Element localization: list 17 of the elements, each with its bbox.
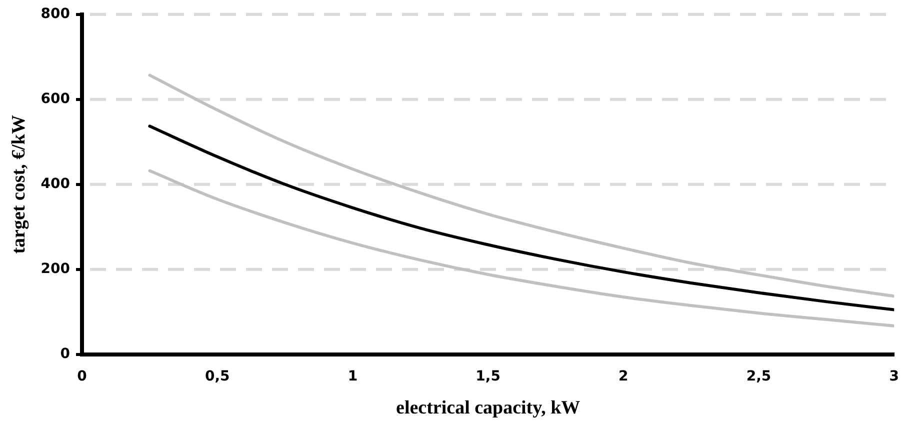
x-axis-title: electrical capacity, kW [396, 398, 580, 419]
x-tick-label: 3 [889, 368, 900, 384]
x-tick-label: 1,5 [476, 368, 500, 384]
line-series [148, 74, 894, 298]
x-tick-label: 1 [348, 368, 358, 384]
y-tick-label: 800 [40, 6, 70, 22]
line-series [148, 124, 894, 312]
y-tick-label: 600 [40, 91, 70, 108]
y-tick-label: 400 [40, 176, 70, 192]
y-axis-title: target cost, €/kW [8, 115, 30, 254]
x-tick-label: 0 [77, 368, 88, 384]
line-series [148, 169, 894, 328]
y-tick-label: 0 [60, 346, 70, 362]
x-tick-label: 2,5 [746, 368, 772, 384]
x-tick-label: 0,5 [204, 368, 230, 384]
x-tick-label: 2 [618, 368, 628, 384]
y-tick-label: 200 [40, 261, 70, 278]
